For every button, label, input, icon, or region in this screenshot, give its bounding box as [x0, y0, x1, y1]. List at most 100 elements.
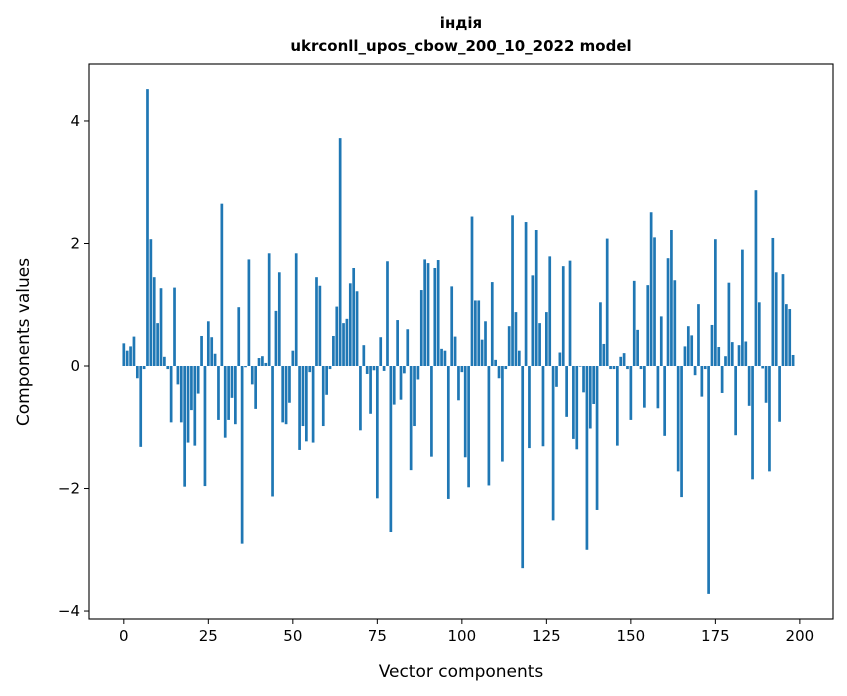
bar-92: [433, 267, 437, 367]
bar-75: [375, 366, 379, 499]
bar-146: [615, 366, 619, 446]
bar-3: [132, 336, 136, 367]
bar-170: [697, 304, 700, 367]
bar-44: [271, 366, 274, 497]
bar-18: [183, 366, 187, 487]
bar-82: [399, 366, 403, 400]
x-tick-label: 75: [368, 627, 387, 645]
x-tick-label: 25: [199, 627, 218, 645]
x-tick-label: 100: [448, 627, 477, 645]
bar-131: [565, 366, 568, 417]
bar-74: [372, 366, 376, 371]
bar-164: [676, 366, 680, 472]
bar-33: [234, 366, 237, 425]
bar-101: [463, 366, 467, 458]
bar-190: [764, 366, 768, 403]
bar-162: [670, 230, 673, 367]
bar-67: [348, 283, 352, 367]
bar-50: [291, 350, 295, 367]
bar-28: [217, 366, 220, 420]
bar-128: [555, 366, 558, 387]
bar-177: [720, 366, 724, 393]
bar-29: [220, 203, 224, 367]
bar-120: [528, 366, 531, 449]
bar-69: [355, 291, 359, 367]
bar-24: [203, 366, 207, 487]
y-tick-label: −4: [58, 602, 80, 620]
bar-14: [169, 366, 173, 423]
bar-6: [142, 366, 146, 370]
bar-84: [406, 329, 410, 367]
bar-86: [413, 366, 416, 427]
bar-144: [609, 366, 612, 370]
bar-61: [328, 366, 332, 370]
bar-93: [436, 260, 440, 367]
bar-34: [237, 307, 241, 367]
bar-181: [734, 366, 737, 436]
bar-103: [470, 216, 474, 367]
y-tick-label: 0: [70, 357, 80, 375]
bar-12: [163, 356, 166, 367]
bar-19: [186, 366, 190, 443]
bar-54: [305, 366, 308, 442]
bar-189: [761, 366, 765, 369]
bar-15: [173, 287, 176, 367]
bar-72: [365, 366, 369, 374]
bar-39: [254, 366, 257, 409]
bar-109: [490, 282, 494, 367]
bar-26: [210, 337, 214, 367]
bar-163: [673, 280, 677, 367]
bar-161: [666, 258, 670, 367]
bar-90: [426, 263, 430, 367]
bar-64: [338, 138, 342, 367]
y-tick-label: 4: [70, 112, 80, 130]
bar-156: [649, 212, 653, 367]
bar-95: [443, 350, 447, 367]
x-tick-label: 175: [701, 627, 730, 645]
bar-159: [659, 316, 663, 367]
bar-127: [551, 366, 555, 521]
bar-112: [501, 366, 504, 462]
bar-171: [700, 366, 704, 397]
bar-56: [311, 366, 315, 443]
bar-122: [534, 230, 538, 367]
x-tick-label: 200: [786, 627, 815, 645]
bar-140: [595, 366, 599, 510]
bar-99: [457, 366, 460, 401]
bar-23: [200, 335, 203, 367]
bar-173: [707, 366, 710, 594]
y-axis: −4 −2 0 2 4: [58, 112, 89, 620]
bar-141: [599, 302, 602, 367]
bar-137: [585, 366, 589, 550]
bar-157: [653, 237, 656, 367]
y-axis-label: Components values: [14, 258, 34, 426]
bar-59: [321, 366, 325, 427]
bar-71: [362, 345, 366, 367]
bar-165: [680, 366, 683, 498]
bar-145: [612, 366, 616, 370]
bar-46: [277, 272, 281, 367]
bar-88: [419, 290, 423, 367]
bar-94: [440, 348, 443, 367]
bar-124: [541, 366, 545, 447]
bar-154: [643, 366, 646, 408]
bar-48: [284, 366, 288, 425]
bar-139: [592, 366, 596, 404]
bar-166: [683, 346, 687, 367]
bar-68: [352, 267, 356, 367]
bar-133: [572, 366, 575, 439]
bar-149: [626, 366, 629, 370]
bar-7: [146, 89, 149, 367]
bar-17: [179, 366, 183, 423]
bar-2: [129, 346, 132, 367]
bar-114: [507, 326, 511, 367]
bar-174: [710, 324, 714, 367]
bar-41: [261, 356, 264, 367]
bar-70: [359, 366, 362, 431]
bar-185: [747, 366, 751, 406]
chart-title: індія: [440, 14, 482, 32]
bar-193: [774, 272, 778, 367]
bar-168: [690, 335, 694, 367]
plot-frame: [88, 63, 834, 620]
bar-179: [727, 282, 731, 367]
